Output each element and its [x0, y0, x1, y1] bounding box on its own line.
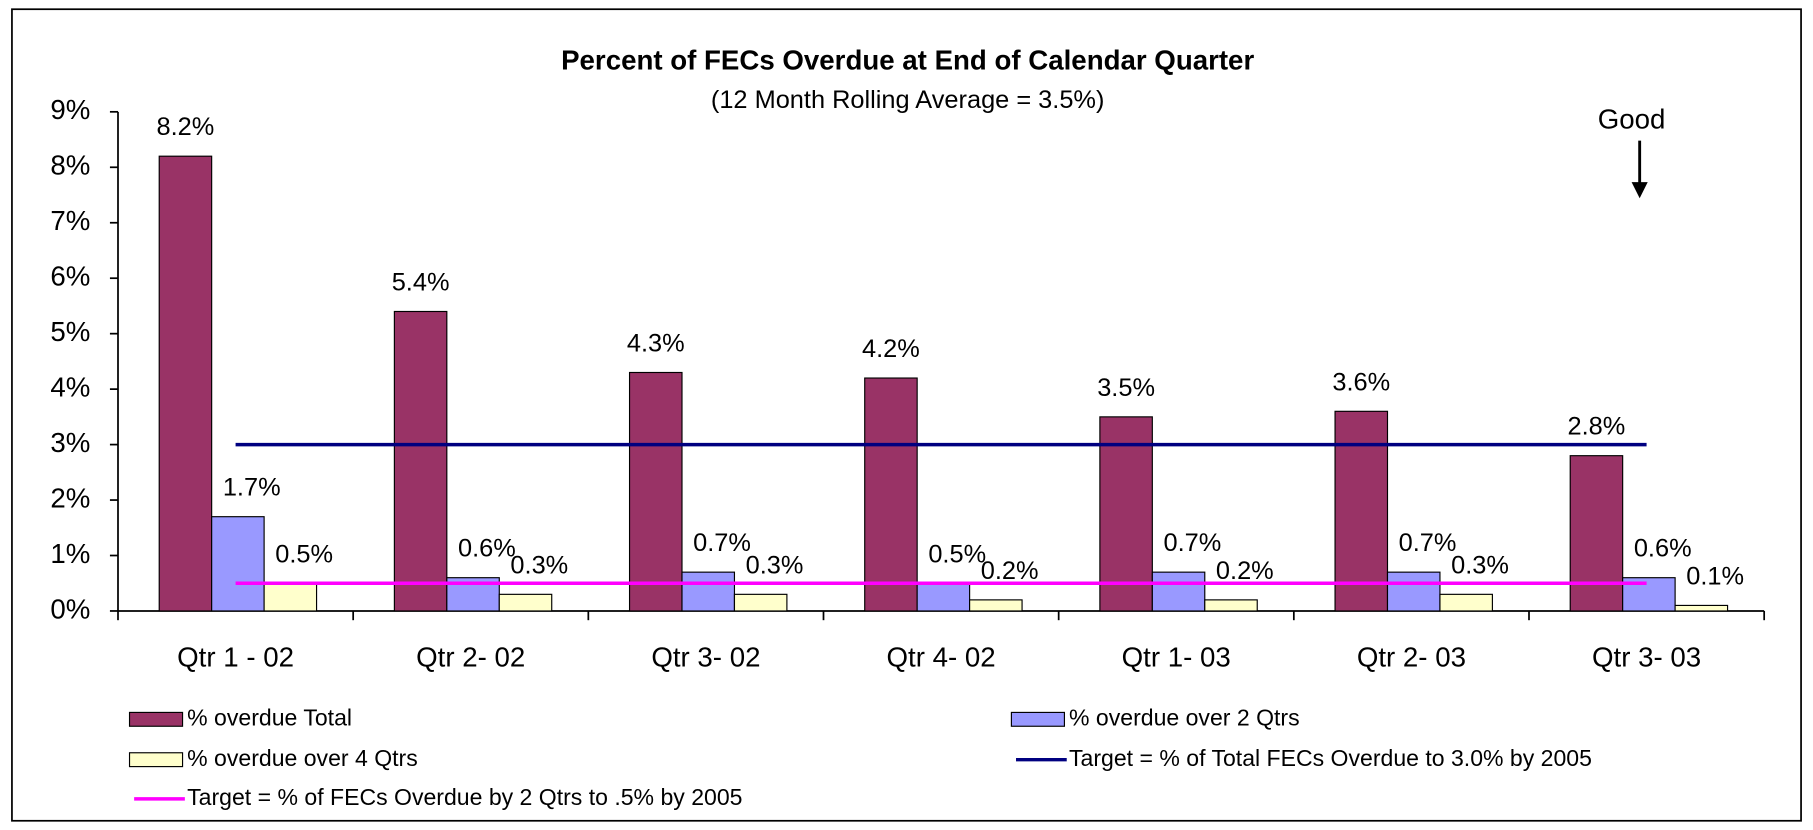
legend-label: % overdue over 4 Qtrs	[187, 745, 418, 771]
y-tick-label: 5%	[50, 316, 90, 347]
data-label: 0.3%	[746, 551, 804, 579]
data-label: 0.3%	[510, 551, 568, 579]
data-label: 4.3%	[627, 330, 685, 358]
x-tick-label: Qtr 3- 02	[651, 642, 760, 673]
legend-label: % overdue Total	[187, 704, 352, 730]
legend-label: Target = % of FECs Overdue by 2 Qtrs to …	[187, 784, 742, 810]
x-tick-label: Qtr 1- 03	[1122, 642, 1231, 673]
data-label: 0.1%	[1686, 562, 1744, 590]
bar	[681, 571, 736, 612]
data-label: 0.5%	[275, 540, 333, 568]
bar	[1099, 416, 1153, 612]
bar	[916, 582, 971, 612]
legend-swatch	[1010, 711, 1066, 727]
legend-swatch	[128, 711, 184, 727]
legend-label: Target = % of Total FECs Overdue to 3.0%…	[1069, 745, 1592, 771]
x-tick-label: Qtr 4- 02	[887, 642, 996, 673]
y-tick-label: 0%	[50, 593, 90, 624]
data-label: 5.4%	[392, 269, 450, 297]
data-label: 0.2%	[1216, 557, 1274, 585]
data-label: 2.8%	[1568, 413, 1626, 441]
y-tick-label: 1%	[50, 538, 90, 569]
data-label: 3.5%	[1097, 374, 1155, 402]
bar	[1569, 455, 1624, 612]
data-label: 1.7%	[223, 474, 281, 502]
bar	[864, 377, 918, 612]
data-label: 3.6%	[1332, 368, 1390, 396]
data-label: 0.7%	[1399, 529, 1457, 557]
data-label: 4.2%	[862, 335, 920, 363]
x-tick-label: Qtr 2- 02	[416, 642, 525, 673]
y-tick-label: 2%	[50, 482, 90, 513]
legend-swatch	[128, 752, 184, 768]
y-tick-label: 8%	[50, 150, 90, 181]
bar	[1386, 571, 1441, 612]
y-tick-label: 4%	[50, 371, 90, 402]
bar	[733, 593, 788, 612]
data-label: 0.5%	[928, 540, 986, 568]
bar	[263, 582, 318, 612]
data-label: 8.2%	[157, 113, 215, 141]
bar	[1151, 571, 1206, 612]
x-tick-label: Qtr 2- 03	[1357, 642, 1466, 673]
y-tick-label: 7%	[50, 205, 90, 236]
data-label: 0.6%	[1634, 535, 1692, 563]
data-label: 0.7%	[1163, 529, 1221, 557]
y-tick-label: 6%	[50, 261, 90, 292]
annotation: Good	[1598, 103, 1666, 134]
bar	[1334, 410, 1389, 612]
bar	[1674, 604, 1729, 612]
bar	[498, 593, 553, 612]
x-tick-label: Qtr 3- 03	[1592, 642, 1701, 673]
data-label: 0.6%	[458, 535, 516, 563]
bar	[628, 371, 683, 612]
bar	[1622, 577, 1676, 612]
y-tick-label: 3%	[50, 427, 90, 458]
chart-title: Percent of FECs Overdue at End of Calend…	[561, 45, 1254, 76]
bar	[1439, 593, 1493, 612]
bar	[969, 599, 1023, 612]
data-label: 0.2%	[981, 557, 1039, 585]
chart-subtitle: (12 Month Rolling Average = 3.5%)	[711, 86, 1105, 114]
legend-label: % overdue over 2 Qtrs	[1069, 704, 1300, 730]
y-tick-label: 9%	[50, 94, 90, 125]
x-tick-label: Qtr 1 - 02	[177, 642, 294, 673]
bar	[211, 516, 265, 612]
data-label: 0.3%	[1451, 551, 1509, 579]
bar	[1204, 599, 1258, 612]
bar	[158, 155, 213, 612]
data-label: 0.7%	[693, 529, 751, 557]
bar	[393, 310, 448, 612]
annotation-arrowhead	[1631, 182, 1648, 199]
